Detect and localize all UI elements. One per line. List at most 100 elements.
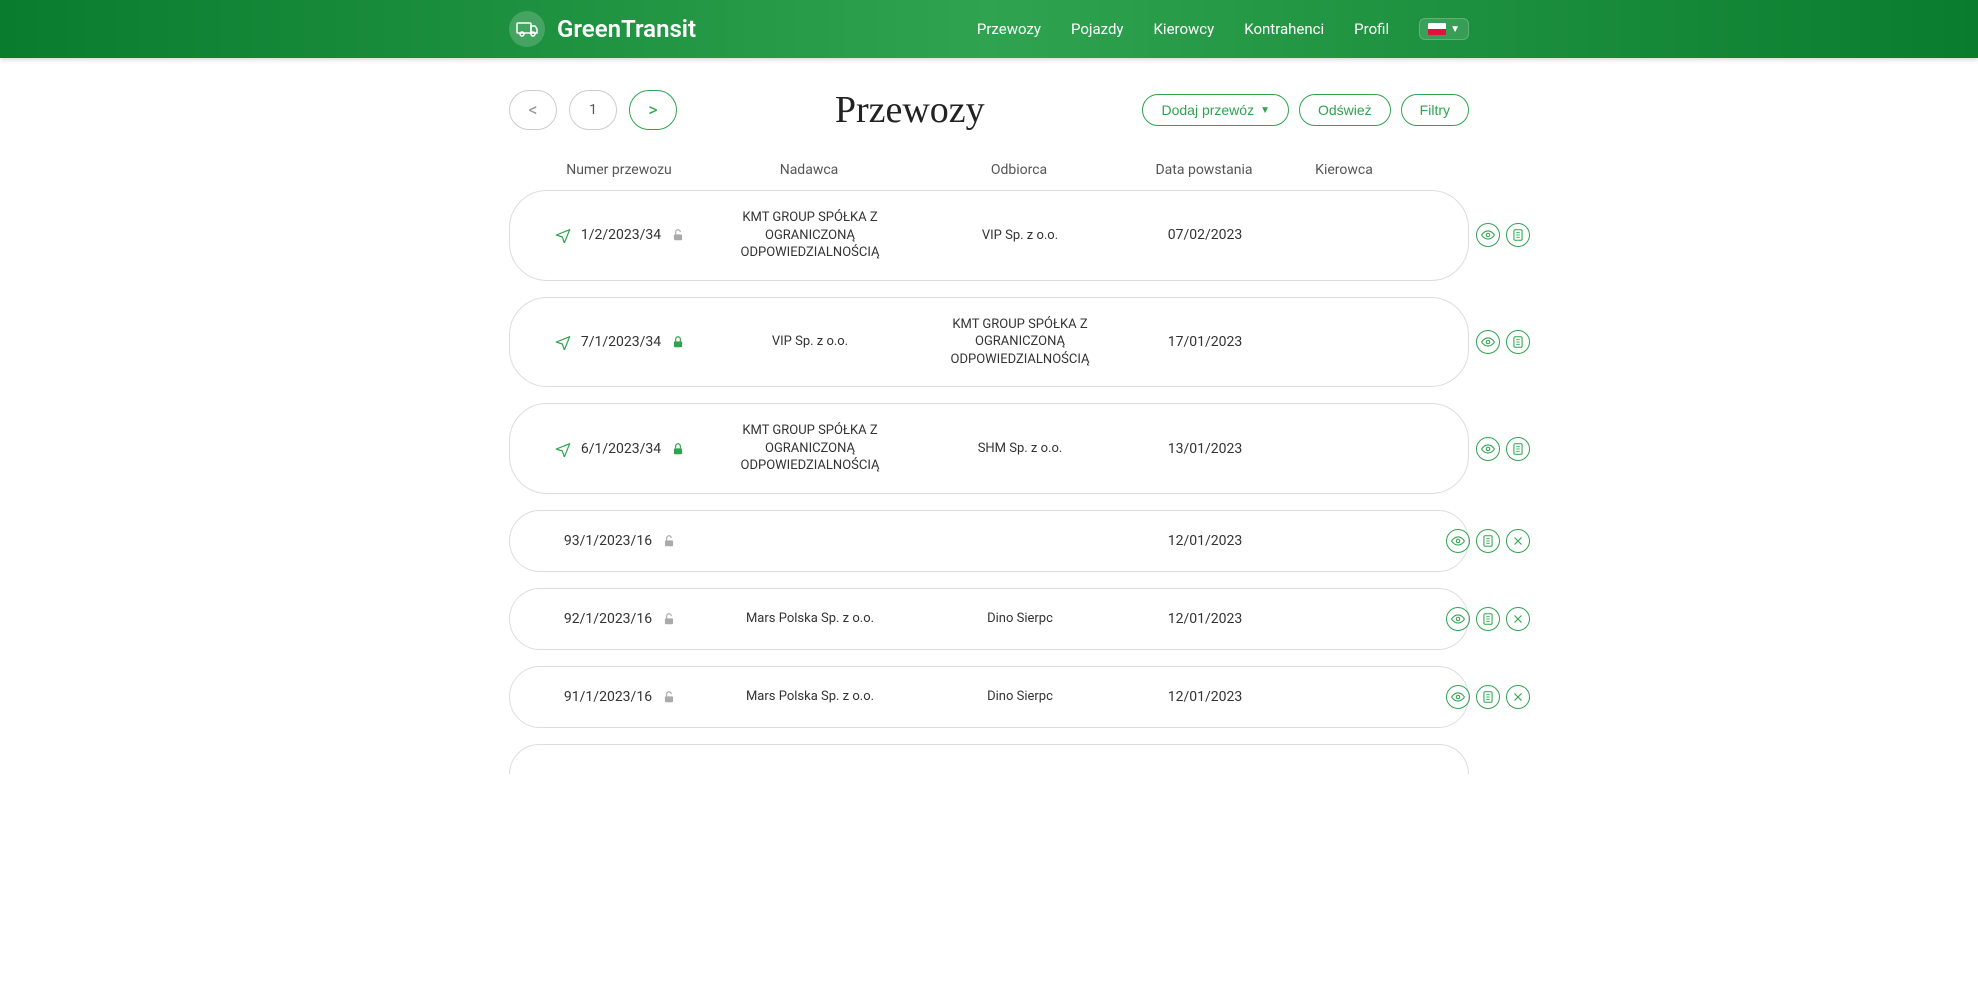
cell-sender: KMT GROUP SPÓŁKA Z OGRANICZONĄ ODPOWIEDZ… <box>710 422 910 475</box>
filters-button[interactable]: Filtry <box>1401 94 1469 126</box>
chevron-down-icon: ▼ <box>1260 105 1270 116</box>
nav-link-kontrahenci[interactable]: Kontrahenci <box>1244 20 1324 38</box>
cell-recipient: Dino Sierpc <box>920 688 1120 706</box>
cell-number: 7/1/2023/34 <box>540 334 700 350</box>
pager-next-button[interactable]: > <box>629 90 677 130</box>
table-row: 93/1/2023/16 12/01/2023 <box>509 510 1469 572</box>
action-buttons: Dodaj przewóz ▼ Odśwież Filtry <box>1142 94 1469 126</box>
lock-icon <box>671 334 685 350</box>
cell-actions <box>1410 330 1530 354</box>
nav-link-kierowcy[interactable]: Kierowcy <box>1154 20 1215 38</box>
chevron-down-icon: ▼ <box>1450 24 1460 35</box>
th-created: Data powstania <box>1129 162 1279 178</box>
table-body: 1/2/2023/34 KMT GROUP SPÓŁKA Z OGRANICZON… <box>509 190 1469 774</box>
brand-name: GreenTransit <box>557 15 696 43</box>
cell-actions <box>1410 529 1530 553</box>
cell-actions <box>1410 223 1530 247</box>
logo[interactable]: GreenTransit <box>509 11 696 47</box>
table-row: 91/1/2023/16 Mars Polska Sp. z o.o. Dino S… <box>509 666 1469 728</box>
cell-recipient: VIP Sp. z o.o. <box>920 227 1120 245</box>
transport-number: 1/2/2023/34 <box>581 227 661 243</box>
nav-link-profil[interactable]: Profil <box>1354 20 1389 38</box>
cell-recipient: Dino Sierpc <box>920 610 1120 628</box>
lock-icon <box>662 611 676 627</box>
x-action-icon[interactable] <box>1506 607 1530 631</box>
cell-created: 13/01/2023 <box>1130 441 1280 457</box>
transport-number: 91/1/2023/16 <box>564 689 652 705</box>
doc-action-icon[interactable] <box>1476 607 1500 631</box>
send-icon <box>555 441 571 457</box>
lock-icon <box>662 689 676 705</box>
cell-created: 12/01/2023 <box>1130 689 1280 705</box>
cell-number: 1/2/2023/34 <box>540 227 700 243</box>
pager-page-input[interactable]: 1 <box>569 90 617 130</box>
cell-sender: VIP Sp. z o.o. <box>710 333 910 351</box>
cell-sender: KMT GROUP SPÓŁKA Z OGRANICZONĄ ODPOWIEDZ… <box>710 209 910 262</box>
eye-action-icon[interactable] <box>1476 330 1500 354</box>
eye-action-icon[interactable] <box>1476 223 1500 247</box>
table-row: 7/1/2023/34 VIP Sp. z o.o. KMT GROUP SPÓŁK… <box>509 297 1469 388</box>
cell-recipient: KMT GROUP SPÓŁKA Z OGRANICZONĄ ODPOWIEDZ… <box>920 316 1120 369</box>
main-container: < 1 > Przewozy Dodaj przewóz ▼ Odśwież F… <box>509 58 1469 830</box>
pager-prev-button[interactable]: < <box>509 90 557 130</box>
cell-sender: Mars Polska Sp. z o.o. <box>710 610 910 628</box>
th-actions <box>1409 162 1529 178</box>
cell-actions <box>1410 437 1530 461</box>
language-selector[interactable]: ▼ <box>1419 18 1469 40</box>
cell-number: 93/1/2023/16 <box>540 533 700 549</box>
lock-icon <box>671 227 685 243</box>
cell-sender: Mars Polska Sp. z o.o. <box>710 688 910 706</box>
cell-created: 07/02/2023 <box>1130 227 1280 243</box>
transport-number: 7/1/2023/34 <box>581 334 661 350</box>
transport-number: 6/1/2023/34 <box>581 441 661 457</box>
table-row: 1/2/2023/34 KMT GROUP SPÓŁKA Z OGRANICZON… <box>509 190 1469 281</box>
send-icon <box>555 334 571 350</box>
transport-number: 92/1/2023/16 <box>564 611 652 627</box>
cell-number: 6/1/2023/34 <box>540 441 700 457</box>
th-recipient: Odbiorca <box>919 162 1119 178</box>
transport-number: 93/1/2023/16 <box>564 533 652 549</box>
eye-action-icon[interactable] <box>1446 685 1470 709</box>
nav-inner: GreenTransit Przewozy Pojazdy Kierowcy K… <box>509 11 1469 47</box>
doc-action-icon[interactable] <box>1506 223 1530 247</box>
x-action-icon[interactable] <box>1506 529 1530 553</box>
table-row: 6/1/2023/34 KMT GROUP SPÓŁKA Z OGRANICZON… <box>509 403 1469 494</box>
doc-action-icon[interactable] <box>1506 437 1530 461</box>
cell-recipient: SHM Sp. z o.o. <box>920 440 1120 458</box>
doc-action-icon[interactable] <box>1476 529 1500 553</box>
nav-link-przewozy[interactable]: Przewozy <box>977 20 1041 38</box>
table-row-partial <box>509 744 1469 774</box>
th-number: Numer przewozu <box>539 162 699 178</box>
lock-icon <box>671 441 685 457</box>
add-transport-label: Dodaj przewóz <box>1161 102 1254 118</box>
send-icon <box>555 227 571 243</box>
add-transport-button[interactable]: Dodaj przewóz ▼ <box>1142 94 1289 126</box>
eye-action-icon[interactable] <box>1446 529 1470 553</box>
cell-created: 12/01/2023 <box>1130 533 1280 549</box>
doc-action-icon[interactable] <box>1476 685 1500 709</box>
eye-action-icon[interactable] <box>1476 437 1500 461</box>
header-row: < 1 > Przewozy Dodaj przewóz ▼ Odśwież F… <box>509 88 1469 132</box>
flag-poland-icon <box>1428 23 1446 35</box>
cell-created: 12/01/2023 <box>1130 611 1280 627</box>
cell-actions <box>1410 685 1530 709</box>
cell-actions <box>1410 607 1530 631</box>
nav-links: Przewozy Pojazdy Kierowcy Kontrahenci Pr… <box>977 18 1469 40</box>
page-title: Przewozy <box>835 88 985 132</box>
x-action-icon[interactable] <box>1506 685 1530 709</box>
table-row: 92/1/2023/16 Mars Polska Sp. z o.o. Dino S… <box>509 588 1469 650</box>
lock-icon <box>662 533 676 549</box>
pager: < 1 > <box>509 90 677 130</box>
doc-action-icon[interactable] <box>1506 330 1530 354</box>
navbar: GreenTransit Przewozy Pojazdy Kierowcy K… <box>0 0 1978 58</box>
th-driver: Kierowca <box>1289 162 1399 178</box>
cell-number: 91/1/2023/16 <box>540 689 700 705</box>
cell-number: 92/1/2023/16 <box>540 611 700 627</box>
table-header: Numer przewozu Nadawca Odbiorca Data pow… <box>509 162 1469 178</box>
cell-created: 17/01/2023 <box>1130 334 1280 350</box>
nav-link-pojazdy[interactable]: Pojazdy <box>1071 20 1124 38</box>
logo-icon <box>509 11 545 47</box>
eye-action-icon[interactable] <box>1446 607 1470 631</box>
th-sender: Nadawca <box>709 162 909 178</box>
refresh-button[interactable]: Odśwież <box>1299 94 1391 126</box>
